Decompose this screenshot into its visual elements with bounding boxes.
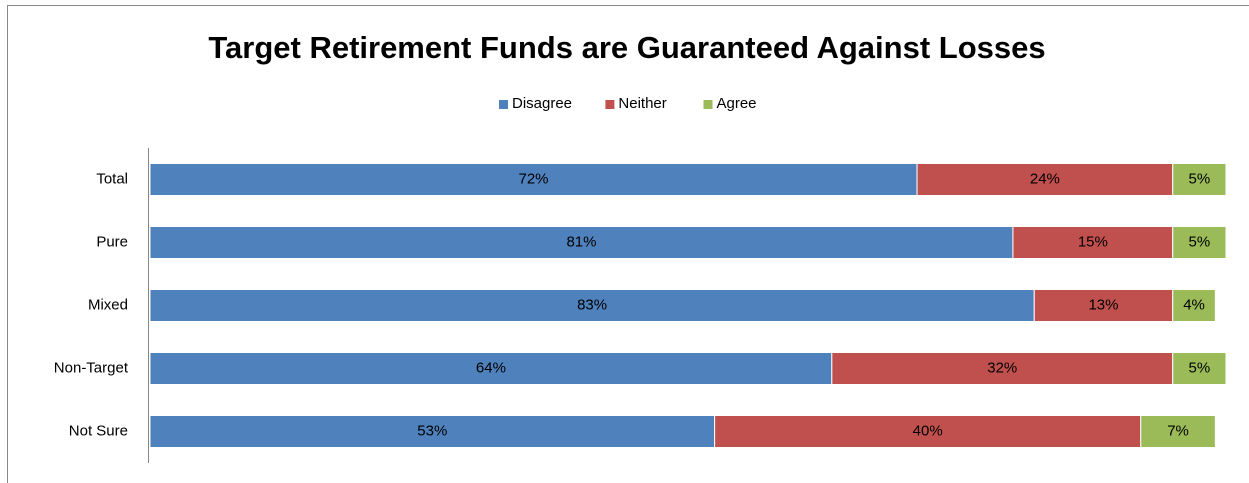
bar-segment	[1140, 415, 1216, 448]
y-tick-label: Not Sure	[69, 422, 128, 439]
y-tick-label: Pure	[96, 233, 128, 250]
data-label: 83%	[577, 296, 607, 313]
data-label: 5%	[1189, 359, 1211, 376]
bar-segment	[1172, 289, 1216, 322]
data-label: 53%	[417, 422, 447, 439]
data-label: 32%	[987, 359, 1017, 376]
data-label: 72%	[519, 170, 549, 187]
y-tick-label: Non-Target	[54, 359, 129, 376]
chart-frame	[7, 5, 1249, 483]
bar-segment	[1012, 226, 1174, 259]
data-label: 5%	[1189, 170, 1211, 187]
data-label: 4%	[1183, 296, 1205, 313]
bar-segment	[1172, 163, 1227, 196]
y-tick-label: Mixed	[88, 296, 128, 313]
bar-segment	[1033, 289, 1174, 322]
bar-segment	[149, 415, 716, 448]
legend-label: Disagree	[512, 95, 572, 112]
bar-segment	[916, 163, 1174, 196]
data-label: 7%	[1167, 422, 1189, 439]
legend-swatch	[703, 100, 713, 109]
bar-segment	[1172, 352, 1227, 385]
bar-segment	[831, 352, 1174, 385]
bar-segment	[149, 352, 833, 385]
bar-segment	[149, 289, 1035, 322]
data-label: 40%	[913, 422, 943, 439]
data-label: 24%	[1030, 170, 1060, 187]
y-tick-label: Total	[96, 170, 128, 187]
data-label: 13%	[1088, 296, 1118, 313]
data-label: 5%	[1189, 233, 1211, 250]
legend-swatch	[605, 100, 615, 109]
data-label: 81%	[566, 233, 596, 250]
legend-label: Neither	[618, 95, 666, 112]
data-label: 15%	[1078, 233, 1108, 250]
legend-label: Agree	[717, 95, 757, 112]
bar-segment	[1172, 226, 1227, 259]
chart-title: Target Retirement Funds are Guaranteed A…	[208, 30, 1045, 65]
data-label: 64%	[476, 359, 506, 376]
bar-segment	[714, 415, 1142, 448]
legend-swatch	[499, 100, 508, 109]
